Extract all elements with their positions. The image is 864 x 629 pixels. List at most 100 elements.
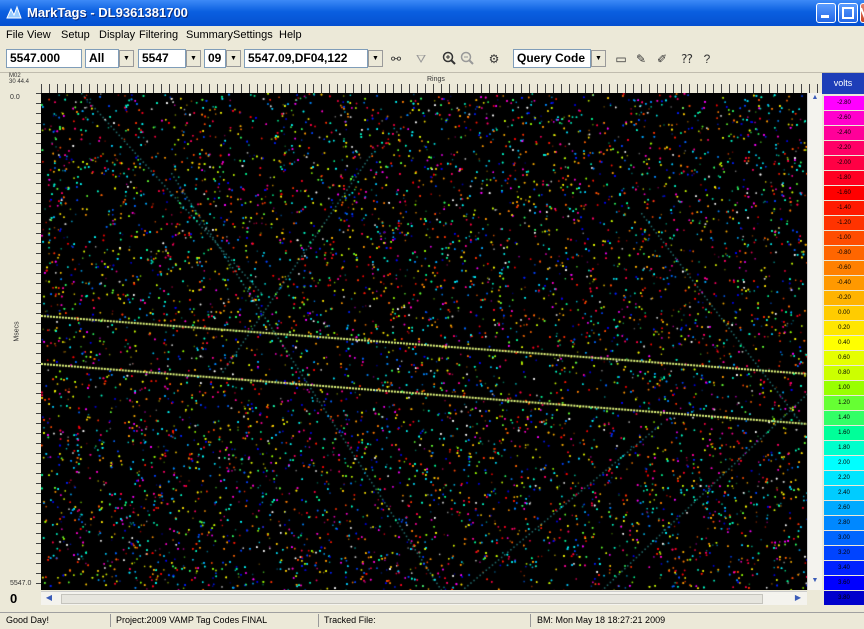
marktags-app-icon: [6, 5, 22, 19]
filter-dropdown-button[interactable]: ▼: [119, 50, 134, 67]
menu-file[interactable]: File: [6, 29, 24, 41]
color-scale-cell: -2.60: [824, 111, 864, 125]
color-scale-cell: 0.80: [824, 366, 864, 380]
y-axis-top-label: 0.0: [10, 94, 20, 101]
chart-icon: ▭: [615, 52, 627, 66]
color-scale-cell: -0.40: [824, 276, 864, 290]
scroll-left-button[interactable]: ◀: [45, 593, 53, 602]
chevron-down-icon: ▼: [123, 55, 130, 62]
chevron-down-icon: ▼: [230, 55, 237, 62]
menu-setup[interactable]: Setup: [61, 29, 90, 41]
scroll-down-button[interactable]: ▼: [811, 577, 819, 584]
window-title: MarkTags - DL9361381700: [27, 5, 188, 20]
color-scale-cell: 2.80: [824, 516, 864, 530]
code-select[interactable]: 5547.09,DF04,122: [244, 49, 368, 68]
status-bar: Good Day! Project:2009 VAMP Tag Codes FI…: [0, 612, 864, 629]
minimize-button[interactable]: [816, 3, 836, 23]
color-scale-cell: -0.60: [824, 261, 864, 275]
y-axis-bottom-label: 5547.0: [10, 580, 32, 587]
scroll-up-button[interactable]: ▲: [811, 94, 819, 101]
query-dropdown-button[interactable]: ▼: [591, 50, 606, 67]
status-separator: [318, 614, 319, 627]
position-input[interactable]: 5547.000: [6, 49, 82, 68]
corner-label: M02 30 44.4: [9, 73, 30, 85]
menu-view[interactable]: View: [27, 29, 51, 41]
scroll-right-button[interactable]: ▶: [794, 593, 802, 602]
filter-tool-button[interactable]: ⛛: [412, 50, 430, 68]
segment-dropdown-button[interactable]: ▼: [226, 50, 241, 67]
color-scale-cell: 3.20: [824, 546, 864, 560]
pointer-help-button[interactable]: ⁇: [678, 50, 696, 68]
color-scale-cell: 3.40: [824, 561, 864, 575]
y-axis: 0.0 Msecs 5547.0: [9, 93, 41, 593]
color-scale-cell: -1.00: [824, 231, 864, 245]
horizontal-scrollbar[interactable]: ◀ ▶: [41, 591, 807, 605]
color-scale-cell: 3.60: [824, 576, 864, 590]
binoculars-icon: ⚯: [390, 52, 402, 66]
color-scale-cell: 1.60: [824, 426, 864, 440]
network-button[interactable]: ⚙: [485, 50, 503, 68]
filter-select[interactable]: All: [85, 49, 119, 68]
status-bm: BM: Mon May 18 18:27:21 2009: [537, 615, 666, 625]
zoom-out-icon: [460, 51, 474, 65]
status-separator: [110, 614, 111, 627]
color-scale-cell: 3.80: [824, 591, 864, 605]
scroll-thumb[interactable]: [61, 594, 763, 604]
x-axis-ruler: [41, 84, 822, 93]
code-dropdown-button[interactable]: ▼: [368, 50, 383, 67]
toolbar: 5547.000 All ▼ 5547 ▼ 09 ▼ 5547.09,DF04,…: [0, 44, 864, 73]
y-axis-ticks: [36, 93, 41, 593]
color-scale-cell: 3.00: [824, 531, 864, 545]
title-bar: MarkTags - DL9361381700: [0, 0, 864, 26]
color-scale-cell: -1.20: [824, 216, 864, 230]
menu-bar: File View Setup Display Filtering Summar…: [0, 26, 864, 44]
zoom-in-button[interactable]: [440, 50, 458, 68]
color-scale-cell: -1.80: [824, 171, 864, 185]
plot-canvas[interactable]: [41, 93, 807, 590]
line-dropdown-button[interactable]: ▼: [186, 50, 201, 67]
query-code-select[interactable]: Query Code: [513, 49, 591, 68]
chart-button[interactable]: ▭: [612, 50, 630, 68]
status-separator: [530, 614, 531, 627]
menu-settings[interactable]: Settings: [233, 29, 273, 41]
x-axis-header: M02 30 44.4 Rings: [9, 73, 822, 94]
chevron-down-icon: ▼: [372, 55, 379, 62]
color-scale-cell: -2.80: [824, 96, 864, 110]
close-button[interactable]: [860, 3, 864, 23]
help-button[interactable]: ?: [698, 50, 716, 68]
color-scale-cell: 2.60: [824, 501, 864, 515]
help-icon: ?: [703, 52, 711, 66]
scroll-position-label: 0: [10, 591, 18, 606]
pointer-help-icon: ⁇: [681, 52, 693, 66]
color-scale-cell: 2.00: [824, 456, 864, 470]
pen-button[interactable]: ✐: [653, 50, 671, 68]
chevron-down-icon: ▼: [190, 55, 197, 62]
color-scale-cell: 0.00: [824, 306, 864, 320]
maximize-button[interactable]: [838, 3, 858, 23]
status-message: Good Day!: [6, 615, 50, 625]
edit-chart-button[interactable]: ✎: [632, 50, 650, 68]
color-scale-cell: 1.80: [824, 441, 864, 455]
status-tracked-file: Tracked File:: [324, 615, 376, 625]
menu-filtering[interactable]: Filtering: [139, 29, 179, 41]
maximize-icon: [842, 7, 854, 19]
color-scale-cell: -1.60: [824, 186, 864, 200]
menu-display[interactable]: Display: [99, 29, 136, 41]
color-scale-cell: 1.20: [824, 396, 864, 410]
menu-summary[interactable]: Summary: [186, 29, 234, 41]
color-scale-cell: -2.20: [824, 141, 864, 155]
line-select[interactable]: 5547: [138, 49, 186, 68]
color-scale-cell: 0.60: [824, 351, 864, 365]
seismic-data-plot[interactable]: [41, 93, 807, 590]
status-project: Project:2009 VAMP Tag Codes FINAL: [116, 615, 268, 625]
x-axis-label: Rings: [427, 76, 445, 83]
menu-help[interactable]: Help: [279, 29, 302, 41]
color-scale-cell: 2.20: [824, 471, 864, 485]
color-scale-cell: -2.40: [824, 126, 864, 140]
segment-select[interactable]: 09: [204, 49, 226, 68]
color-scale-cell: -1.40: [824, 201, 864, 215]
color-scale-legend: volts -2.80 -2.60 -2.40 -2.20 -2.00 -1.80 -1.6…: [822, 73, 864, 605]
binoculars-button[interactable]: ⚯: [387, 50, 405, 68]
zoom-out-button[interactable]: [458, 50, 476, 68]
vertical-scrollbar[interactable]: ▲ ▼: [807, 93, 822, 590]
